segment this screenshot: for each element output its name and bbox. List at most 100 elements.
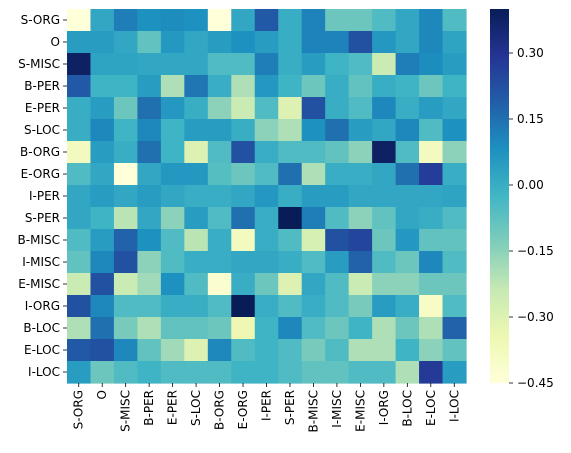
heatmap-cell xyxy=(442,339,467,362)
y-tick-label: B-ORG xyxy=(20,145,60,159)
heatmap-cell xyxy=(160,163,185,186)
heatmap-cell xyxy=(301,185,326,208)
heatmap-cell xyxy=(90,9,115,32)
heatmap-cell xyxy=(325,141,350,164)
heatmap-cell xyxy=(301,207,326,230)
heatmap-cell xyxy=(113,339,139,362)
x-tick-label: S-LOC xyxy=(189,390,203,426)
heatmap-cell xyxy=(207,251,232,274)
heatmap-cell xyxy=(395,9,420,32)
heatmap-cell xyxy=(372,207,397,230)
x-tick-label: B-PER xyxy=(142,390,156,426)
heatmap-cell xyxy=(67,53,92,76)
heatmap-cell xyxy=(113,141,139,164)
heatmap-cell xyxy=(90,339,115,362)
heatmap-cell xyxy=(442,361,467,384)
heatmap-cell xyxy=(231,185,256,208)
heatmap-cell xyxy=(184,185,209,208)
heatmap-cell xyxy=(254,53,279,76)
heatmap-cell xyxy=(113,185,139,208)
heatmap-cell xyxy=(160,141,185,164)
y-tick-label: E-ORG xyxy=(21,167,60,181)
heatmap-cell xyxy=(90,295,115,318)
heatmap-cell xyxy=(113,295,139,318)
heatmap-cell xyxy=(160,251,185,274)
heatmap-cell xyxy=(90,317,115,340)
heatmap-cell xyxy=(184,273,209,296)
heatmap-cell xyxy=(442,229,467,252)
heatmap-cell xyxy=(231,317,256,340)
heatmap-cell xyxy=(113,119,139,142)
heatmap-cell xyxy=(67,317,92,340)
heatmap-cell xyxy=(137,207,162,230)
heatmap-cell xyxy=(113,317,139,340)
heatmap-cell xyxy=(395,119,420,142)
heatmap-cell xyxy=(395,31,420,54)
y-tick-label: I-PER xyxy=(29,189,60,203)
heatmap-cell xyxy=(348,9,373,32)
heatmap-cell xyxy=(90,31,115,54)
heatmap-cell xyxy=(184,229,209,252)
heatmap-cell xyxy=(90,273,115,296)
heatmap-cell xyxy=(348,339,373,362)
heatmap-cell xyxy=(207,361,232,384)
heatmap-cell xyxy=(90,97,115,120)
heatmap-cell xyxy=(137,75,162,98)
heatmap-cell xyxy=(184,361,209,384)
heatmap-cell xyxy=(419,119,444,142)
colorbar-tick-label: −0.30 xyxy=(517,310,554,324)
heatmap-cell xyxy=(160,31,185,54)
colorbar-tick-label: 0.15 xyxy=(517,112,544,126)
heatmap-cell xyxy=(67,163,92,186)
heatmap-cell xyxy=(207,9,232,32)
heatmap-cell xyxy=(67,273,92,296)
heatmap-cell xyxy=(254,295,279,318)
heatmap-cell xyxy=(301,273,326,296)
x-tick-label: S-MISC xyxy=(119,390,133,432)
y-tick-label: S-LOC xyxy=(24,123,60,137)
heatmap-cell xyxy=(301,339,326,362)
heatmap-cell xyxy=(90,141,115,164)
heatmap-cell xyxy=(442,317,467,340)
heatmap-cell xyxy=(395,273,420,296)
heatmap-cell xyxy=(278,229,303,252)
heatmap-cells xyxy=(67,9,467,384)
heatmap-cell xyxy=(113,31,139,54)
y-tick-labels: S-ORG O S-MISC B-PER E-PER S-LOC B-ORG E-ORG I-P… xyxy=(18,13,67,379)
heatmap-cell xyxy=(137,339,162,362)
heatmap-cell xyxy=(137,361,162,384)
heatmap-cell xyxy=(137,317,162,340)
heatmap-cell xyxy=(113,273,139,296)
heatmap-cell xyxy=(301,97,326,120)
heatmap-cell xyxy=(325,31,350,54)
heatmap-cell xyxy=(160,119,185,142)
heatmap-cell xyxy=(395,361,420,384)
heatmap-cell xyxy=(113,207,139,230)
heatmap-cell xyxy=(184,9,209,32)
heatmap-cell xyxy=(67,251,92,274)
heatmap-cell xyxy=(278,31,303,54)
heatmap-cell xyxy=(442,185,467,208)
heatmap-cell xyxy=(231,229,256,252)
heatmap-cell xyxy=(160,339,185,362)
heatmap-cell xyxy=(254,251,279,274)
heatmap-cell xyxy=(184,317,209,340)
heatmap-cell xyxy=(301,75,326,98)
heatmap-cell xyxy=(231,31,256,54)
heatmap-cell xyxy=(207,31,232,54)
heatmap-cell xyxy=(254,185,279,208)
heatmap-cell xyxy=(442,9,467,32)
heatmap-cell xyxy=(395,295,420,318)
heatmap-cell xyxy=(67,9,92,32)
heatmap-cell xyxy=(325,251,350,274)
heatmap-cell xyxy=(301,361,326,384)
heatmap-cell xyxy=(137,141,162,164)
heatmap-cell xyxy=(325,9,350,32)
heatmap-cell xyxy=(372,53,397,76)
x-tick-label: I-LOC xyxy=(447,390,461,422)
heatmap-cell xyxy=(419,251,444,274)
x-tick-label: E-MISC xyxy=(353,390,367,432)
heatmap-cell xyxy=(207,207,232,230)
heatmap-cell xyxy=(372,317,397,340)
heatmap-cell xyxy=(278,317,303,340)
